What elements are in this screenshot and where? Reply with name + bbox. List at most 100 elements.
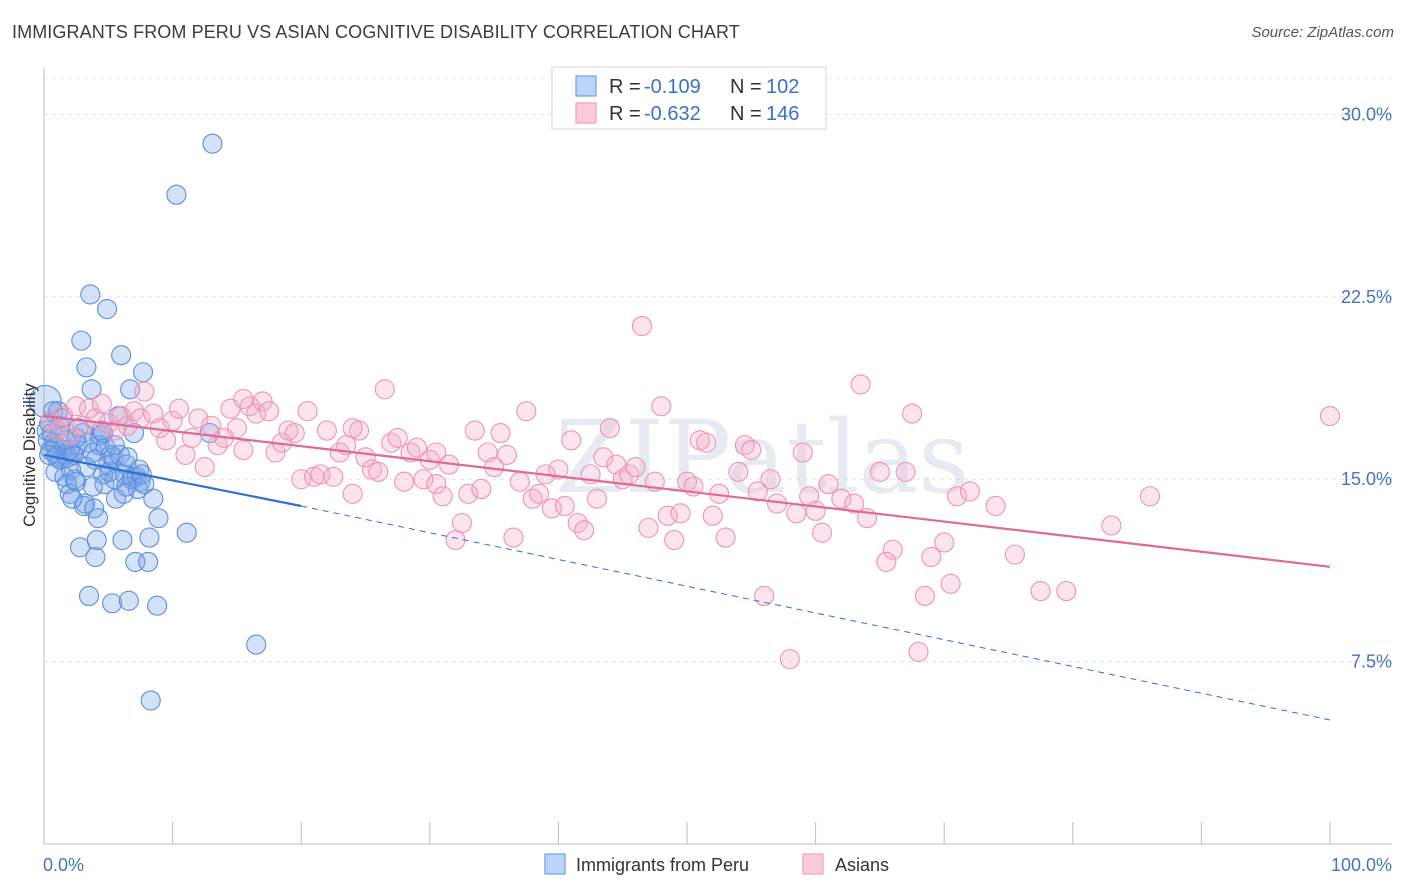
asian-point-128 — [914, 585, 935, 607]
asian-point-18 — [156, 430, 177, 451]
asian-point-24 — [194, 457, 215, 478]
series-legend: Immigrants from Peru Asians — [544, 853, 889, 875]
asian-point-102 — [696, 432, 717, 453]
asian-point-124 — [869, 461, 890, 482]
asian-point-47 — [342, 483, 363, 504]
asian-point-113 — [779, 649, 800, 670]
legend-swatch-pink — [575, 102, 597, 124]
series-legend-swatch-pink — [802, 853, 824, 875]
asian-point-6 — [78, 398, 100, 419]
asian-point-21 — [175, 444, 196, 465]
y-tick-labels: 7.5% 15.0% 22.5% 30.0% — [1341, 104, 1392, 671]
asian-point-133 — [959, 481, 980, 502]
asian-point-141 — [876, 551, 897, 572]
legend-r-label-1: R = — [609, 76, 641, 98]
y-tick-label-1: 15.0% — [1341, 469, 1392, 489]
asian-point-64 — [451, 512, 473, 534]
peru-point-73 — [132, 362, 154, 383]
asian-point-106 — [728, 461, 749, 482]
legend-swatch-blue — [575, 75, 597, 97]
peru-point-61 — [117, 447, 138, 468]
series-legend-label-pink: Asians — [835, 855, 889, 875]
asian-point-93 — [638, 517, 659, 538]
asian-point-130 — [934, 532, 955, 553]
peru-point-84 — [202, 133, 223, 154]
asian-point-40 — [297, 401, 318, 422]
asian-point-92 — [631, 315, 653, 337]
asian-point-121 — [844, 493, 865, 514]
legend-n-value-2: 146 — [766, 103, 799, 125]
asian-point-51 — [368, 461, 389, 482]
asian-point-97 — [664, 529, 685, 551]
trend-line-asians — [43, 414, 1331, 568]
asian-point-105 — [715, 527, 736, 548]
asian-point-20 — [168, 398, 190, 419]
asian-point-80 — [554, 495, 575, 517]
asian-point-42 — [310, 464, 331, 485]
peru-point-32 — [78, 585, 100, 607]
asian-point-140 — [1319, 405, 1341, 427]
peru-point-37 — [85, 547, 106, 568]
series-immigrants-from-peru — [28, 133, 267, 711]
asian-point-135 — [1004, 544, 1025, 565]
legend-box — [551, 66, 827, 130]
asian-point-109 — [747, 481, 768, 502]
legend-r-value-1: -0.109 — [644, 76, 701, 98]
peru-point-29 — [75, 493, 96, 514]
asian-point-34 — [258, 401, 280, 422]
peru-point-30 — [76, 357, 97, 378]
legend-n-label-2: N = — [730, 103, 762, 125]
series-asians — [40, 315, 1341, 670]
chart-title: IMMIGRANTS FROM PERU VS ASIAN COGNITIVE … — [12, 22, 740, 42]
peru-point-33 — [80, 284, 101, 305]
x-tick-label-min: 0.0% — [43, 855, 84, 875]
asian-point-111 — [760, 469, 781, 490]
asian-point-86 — [593, 447, 614, 468]
asian-point-139 — [1139, 486, 1161, 507]
source-label: Source: ZipAtlas.com — [1251, 24, 1394, 41]
asian-point-66 — [464, 420, 485, 441]
grid-lines — [44, 77, 1392, 663]
peru-point-26 — [71, 330, 92, 351]
peru-point-80 — [147, 595, 168, 616]
asian-point-29 — [226, 418, 247, 439]
asian-point-8 — [91, 393, 112, 414]
asian-point-122 — [850, 374, 871, 395]
asian-point-145 — [426, 442, 447, 463]
asian-point-110 — [754, 585, 775, 607]
y-tick-label-3: 30.0% — [1341, 104, 1392, 124]
asian-point-74 — [516, 401, 537, 422]
peru-point-85 — [246, 634, 267, 655]
series-legend-label-blue: Immigrants from Peru — [576, 855, 749, 875]
asian-point-125 — [882, 539, 903, 560]
asian-point-96 — [657, 505, 678, 526]
asian-point-83 — [574, 520, 595, 541]
asian-point-144 — [342, 418, 363, 439]
asian-point-98 — [670, 503, 691, 524]
asian-point-108 — [741, 440, 762, 461]
asian-point-129 — [921, 547, 942, 568]
peru-point-46 — [96, 298, 118, 320]
legend-n-label-1: N = — [730, 76, 762, 98]
asian-point-120 — [831, 488, 852, 509]
asian-point-65 — [458, 483, 479, 504]
peru-point-39 — [87, 508, 109, 529]
y-tick-label-2: 22.5% — [1341, 287, 1392, 307]
asian-point-22 — [181, 427, 202, 448]
asian-point-95 — [651, 396, 672, 417]
series-legend-swatch-blue — [544, 853, 566, 875]
trend-lines — [43, 414, 1331, 721]
peru-point-75 — [138, 551, 159, 572]
asian-point-126 — [895, 461, 916, 482]
asian-point-55 — [394, 471, 415, 492]
peru-point-22 — [66, 471, 87, 492]
asian-point-118 — [811, 522, 833, 543]
legend-n-value-1: 102 — [766, 76, 799, 98]
watermark: ZIPatlas — [555, 399, 970, 516]
asian-point-32 — [246, 403, 267, 424]
asian-point-73 — [509, 471, 530, 492]
peru-point-77 — [140, 690, 161, 711]
asian-point-15 — [134, 381, 155, 402]
y-tick-label-0: 7.5% — [1351, 652, 1392, 672]
legend: R = -0.109 N = 102 R = -0.632 N = 146 — [551, 66, 827, 130]
